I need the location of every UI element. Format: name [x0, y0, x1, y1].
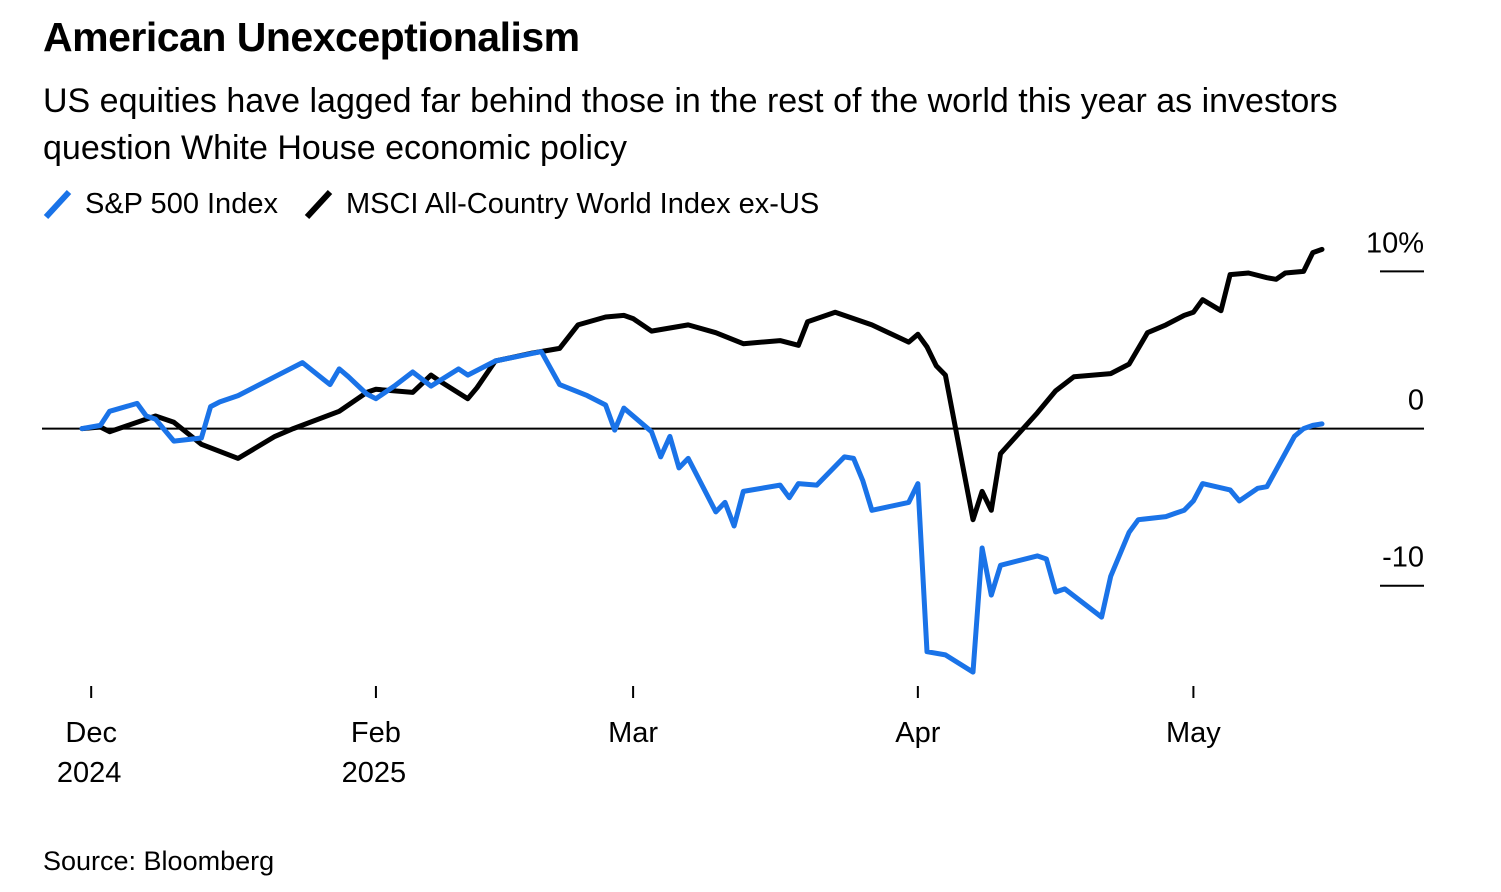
x-tick-label-1: Feb	[351, 717, 401, 749]
legend-swatch-msci	[304, 189, 333, 220]
chart-title: American Unexceptionalism	[43, 14, 580, 60]
series-line-msci	[79, 246, 1325, 523]
x-tick-label-4: May	[1166, 717, 1221, 749]
legend-label-msci: MSCI All-Country World Index ex-US	[345, 187, 820, 220]
x-tick-label-2: Mar	[608, 717, 658, 749]
source-note: Source: Bloomberg	[43, 846, 275, 876]
x-tick-year-1: 2025	[342, 757, 407, 789]
y-tick-label-2: -10	[1382, 542, 1424, 574]
legend-item-msci: MSCI All-Country World Index ex-US	[304, 187, 819, 221]
chart-subtitle: US equities have lagged far behind those…	[43, 82, 1338, 167]
x-tick-year-0: 2024	[57, 757, 122, 789]
legend-item-sp500: S&P 500 Index	[43, 187, 278, 221]
y-tick-label-0: 10%	[1366, 227, 1424, 259]
series-line-sp500	[79, 349, 1325, 675]
x-tick-label-0: Dec	[65, 717, 117, 749]
legend-label-sp500: S&P 500 Index	[85, 187, 278, 220]
x-tick-label-3: Apr	[895, 717, 940, 749]
legend: S&P 500 Index MSCI All-Country World Ind…	[43, 184, 845, 224]
y-tick-label-1: 0	[1408, 385, 1424, 417]
legend-swatch-sp500	[43, 189, 72, 220]
